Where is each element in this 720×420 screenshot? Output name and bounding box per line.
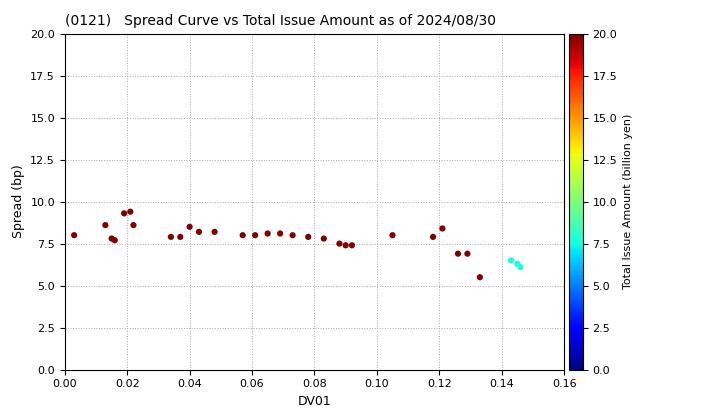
Point — [318, 235, 330, 242]
Point — [505, 257, 517, 264]
Point — [127, 222, 139, 228]
Point — [209, 228, 220, 235]
Point — [118, 210, 130, 217]
Point — [287, 232, 298, 239]
Point — [109, 237, 120, 244]
Point — [462, 250, 473, 257]
Point — [387, 232, 398, 239]
Point — [237, 232, 248, 239]
Point — [174, 234, 186, 240]
X-axis label: DV01: DV01 — [297, 395, 331, 408]
Point — [515, 264, 526, 270]
Point — [262, 230, 274, 237]
Point — [511, 260, 523, 267]
Point — [340, 242, 351, 249]
Point — [436, 225, 448, 232]
Y-axis label: Spread (bp): Spread (bp) — [12, 165, 24, 239]
Point — [452, 250, 464, 257]
Point — [193, 228, 204, 235]
Point — [68, 232, 80, 239]
Point — [333, 240, 345, 247]
Point — [125, 208, 136, 215]
Point — [99, 222, 111, 228]
Text: (0121)   Spread Curve vs Total Issue Amount as of 2024/08/30: (0121) Spread Curve vs Total Issue Amoun… — [65, 14, 496, 28]
Point — [427, 234, 438, 240]
Point — [249, 232, 261, 239]
Point — [184, 223, 195, 230]
Point — [165, 234, 176, 240]
Point — [302, 234, 314, 240]
Point — [274, 230, 286, 237]
Point — [346, 242, 358, 249]
Point — [474, 274, 485, 281]
Point — [106, 235, 117, 242]
Y-axis label: Total Issue Amount (billion yen): Total Issue Amount (billion yen) — [623, 114, 633, 289]
